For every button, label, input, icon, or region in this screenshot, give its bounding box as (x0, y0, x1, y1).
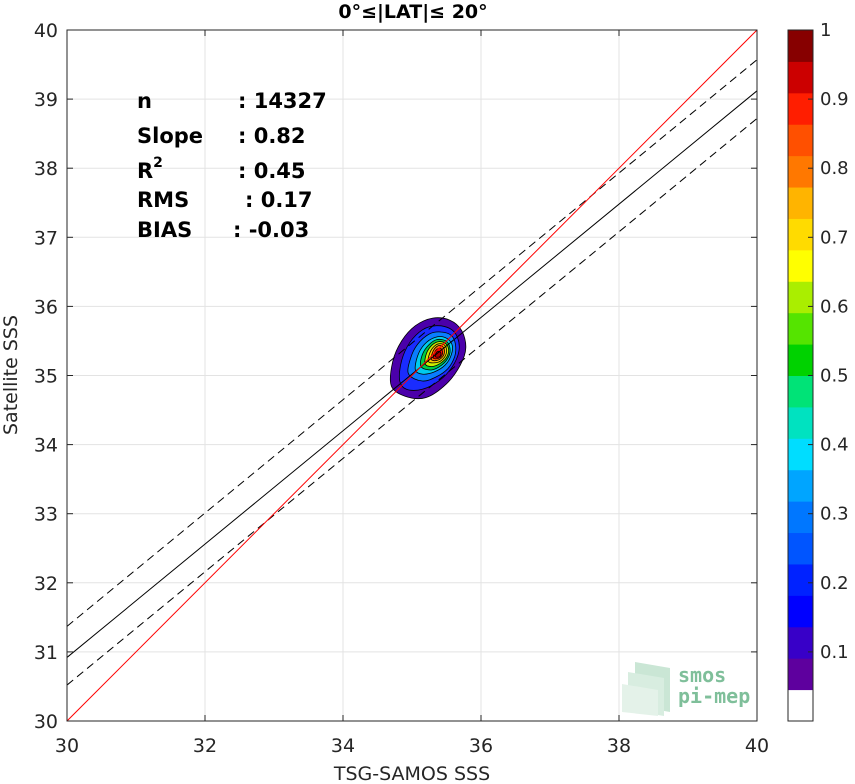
stat-label: BIAS (137, 218, 192, 242)
colorbar-band (788, 155, 813, 188)
logo-line1: smos (678, 663, 726, 687)
identity-line (66, 29, 758, 722)
colorbar-label: 0.5 (820, 366, 849, 387)
y-axis-title: Satellite SSS (0, 315, 22, 435)
y-tick-label: 38 (34, 158, 58, 180)
colorbar-band (788, 658, 813, 691)
smos-pimep-logo: smos pi-mep (622, 662, 750, 716)
colorbar-label: 1 (820, 20, 831, 41)
colorbar-band (788, 563, 813, 596)
y-axis: 30 31 32 33 34 35 36 37 38 39 40 (34, 20, 757, 733)
x-tick-label: 30 (55, 735, 79, 757)
colorbar-label: 0.4 (820, 435, 849, 456)
x-tick-label: 34 (331, 735, 355, 757)
y-tick-label: 40 (34, 20, 58, 42)
y-tick-label: 34 (34, 435, 58, 457)
density-contour (434, 350, 442, 358)
y-tick-label: 31 (34, 642, 58, 664)
lower-bound-line (66, 118, 758, 686)
colorbar-label: 0.3 (820, 504, 849, 525)
colorbar-label: 0.9 (820, 89, 849, 110)
fit-lines (66, 29, 758, 722)
stat-value: : 0.45 (238, 159, 306, 183)
x-tick-label: 32 (193, 735, 217, 757)
stat-superscript: 2 (153, 155, 163, 171)
colorbar: 0.1 0.2 0.3 0.4 0.5 0.6 0.7 0.8 0.9 1 (787, 20, 849, 722)
upper-bound-line (66, 59, 758, 627)
stat-value: : 14327 (238, 89, 327, 113)
stat-row: n : 14327 (137, 89, 327, 113)
y-tick-label: 32 (34, 573, 58, 595)
x-axis-title: TSG-SAMOS SSS (333, 763, 490, 784)
colorbar-band (788, 281, 813, 314)
colorbar-band (788, 469, 813, 502)
stat-value: : 0.82 (238, 124, 306, 148)
colorbar-band (788, 595, 813, 628)
colorbar-label: 0.8 (820, 158, 849, 179)
stat-row: R2: 0.45 (137, 155, 306, 183)
colorbar-band (788, 501, 813, 534)
y-tick-label: 30 (34, 711, 58, 733)
x-axis: 30 32 34 36 38 40 (55, 30, 769, 757)
y-tick-label: 37 (34, 227, 58, 249)
colorbar-band (788, 532, 813, 565)
stat-row: BIAS : -0.03 (137, 218, 309, 242)
colorbar-label: 0.1 (820, 642, 849, 663)
grid (66, 29, 758, 722)
colorbar-band (788, 218, 813, 251)
colorbar-band (788, 344, 813, 376)
x-tick-label: 38 (607, 735, 631, 757)
logo-emblem-icon (622, 662, 670, 716)
colorbar-band (788, 187, 813, 219)
plot-area: 30 32 34 36 38 40 30 31 32 33 34 35 36 37 38 39 40 n : 1… (34, 20, 769, 757)
y-tick-label: 39 (34, 89, 58, 111)
y-tick-label: 36 (34, 296, 58, 318)
colorbar-band (788, 30, 813, 62)
stat-label: Slope (137, 124, 203, 148)
x-tick-label: 36 (469, 735, 493, 757)
chart-title: 0°≤|LAT|≤ 20° (338, 1, 487, 23)
colorbar-band (788, 312, 813, 345)
stat-value: : -0.03 (233, 218, 309, 242)
logo-line2: pi-mep (678, 684, 750, 708)
stat-label: n (137, 89, 152, 113)
stat-label: RMS (137, 188, 189, 212)
colorbar-label: 0.6 (820, 296, 849, 317)
colorbar-band (788, 438, 813, 471)
colorbar-band (788, 406, 813, 439)
colorbar-band (788, 249, 813, 282)
colorbar-band (788, 689, 813, 722)
stat-value: : 0.17 (245, 188, 313, 212)
stat-row: Slope : 0.82 (137, 124, 306, 148)
colorbar-band (788, 626, 813, 659)
colorbar-band (788, 61, 813, 94)
regression-line (66, 90, 758, 658)
x-tick-label: 40 (745, 735, 769, 757)
colorbar-label: 0.2 (820, 573, 849, 594)
y-tick-label: 35 (34, 366, 58, 388)
colorbar-label: 0.7 (820, 227, 849, 248)
colorbar-band (788, 92, 813, 125)
colorbar-band (788, 375, 813, 408)
stat-row: RMS : 0.17 (137, 188, 313, 212)
colorbar-band (788, 124, 813, 157)
y-tick-label: 33 (34, 504, 58, 526)
